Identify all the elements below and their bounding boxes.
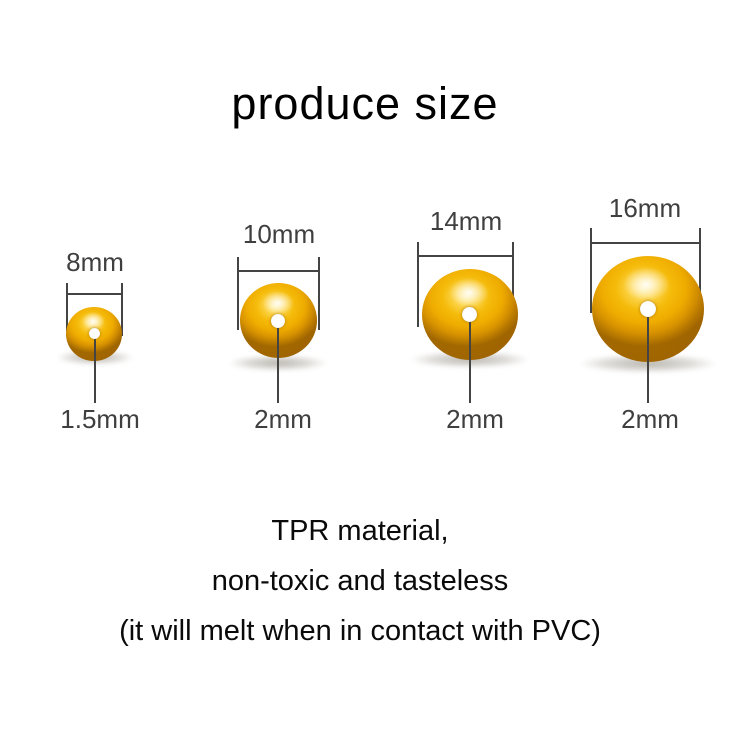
hole-size-label: 1.5mm bbox=[60, 404, 140, 434]
bracket-right-tick bbox=[699, 228, 701, 313]
bracket-bar bbox=[590, 242, 701, 244]
hole-size-label: 2mm bbox=[446, 404, 504, 434]
diameter-label: 10mm bbox=[242, 219, 316, 249]
description-line-2: non-toxic and tasteless bbox=[211, 565, 509, 597]
hole-pointer-line bbox=[277, 327, 279, 403]
bracket-bar bbox=[417, 255, 514, 257]
bracket-left-tick bbox=[237, 257, 239, 330]
bracket-bar bbox=[66, 293, 123, 295]
hole-pointer-line bbox=[94, 334, 96, 403]
description-line-3: (it will melt when in contact with PVC) bbox=[119, 615, 601, 647]
hole-pointer-line bbox=[647, 315, 649, 403]
bracket-right-tick bbox=[512, 242, 514, 327]
bead-hole bbox=[89, 328, 100, 339]
bracket-right-tick bbox=[318, 257, 320, 330]
bracket-left-tick bbox=[417, 242, 419, 327]
bead-hole bbox=[462, 307, 477, 322]
hole-pointer-line bbox=[469, 320, 471, 403]
material-description: TPR material, non-toxic and tasteless (i… bbox=[0, 506, 720, 656]
page-title: produce size bbox=[231, 78, 499, 129]
bracket-left-tick bbox=[590, 228, 592, 313]
hole-size-label: 2mm bbox=[621, 404, 679, 434]
diameter-label: 14mm bbox=[429, 206, 503, 236]
bracket-bar bbox=[237, 270, 320, 272]
bracket-right-tick bbox=[121, 283, 123, 336]
description-line-1: TPR material, bbox=[271, 515, 449, 547]
diameter-label: 16mm bbox=[608, 193, 682, 223]
bead-hole bbox=[271, 314, 285, 328]
diameter-label: 8mm bbox=[66, 247, 124, 277]
hole-size-label: 2mm bbox=[254, 404, 312, 434]
bracket-left-tick bbox=[66, 283, 68, 336]
bead-hole bbox=[640, 301, 656, 317]
